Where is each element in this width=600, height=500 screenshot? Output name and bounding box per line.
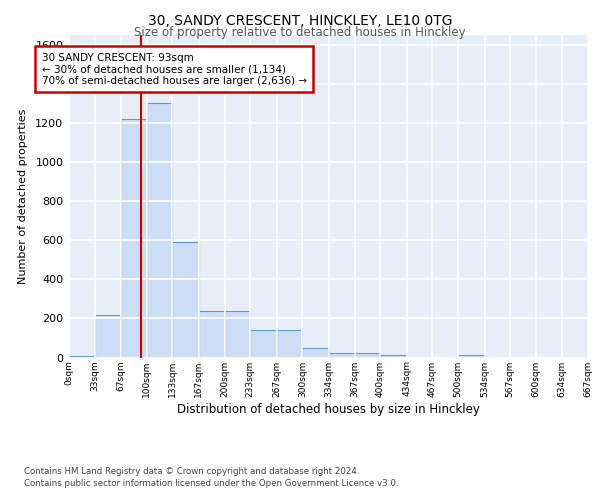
Text: 30 SANDY CRESCENT: 93sqm
← 30% of detached houses are smaller (1,134)
70% of sem: 30 SANDY CRESCENT: 93sqm ← 30% of detach… [41,52,307,86]
Text: 30, SANDY CRESCENT, HINCKLEY, LE10 0TG: 30, SANDY CRESCENT, HINCKLEY, LE10 0TG [148,14,452,28]
Bar [302,348,329,358]
Bar [329,352,355,358]
Bar [121,119,147,358]
Bar [69,356,95,358]
Text: Contains HM Land Registry data © Crown copyright and database right 2024.: Contains HM Land Registry data © Crown c… [24,468,359,476]
Text: Contains public sector information licensed under the Open Government Licence v3: Contains public sector information licen… [24,479,398,488]
Bar [355,352,380,358]
Y-axis label: Number of detached properties: Number of detached properties [19,108,28,284]
Bar [224,310,250,358]
Bar [172,242,199,358]
Bar [250,330,277,357]
Bar [380,354,407,358]
Bar [458,354,485,358]
Bar [95,314,121,358]
Text: Distribution of detached houses by size in Hinckley: Distribution of detached houses by size … [178,402,480,415]
Bar [277,330,302,357]
Bar [147,104,172,358]
Text: Size of property relative to detached houses in Hinckley: Size of property relative to detached ho… [134,26,466,39]
Bar [199,310,224,358]
